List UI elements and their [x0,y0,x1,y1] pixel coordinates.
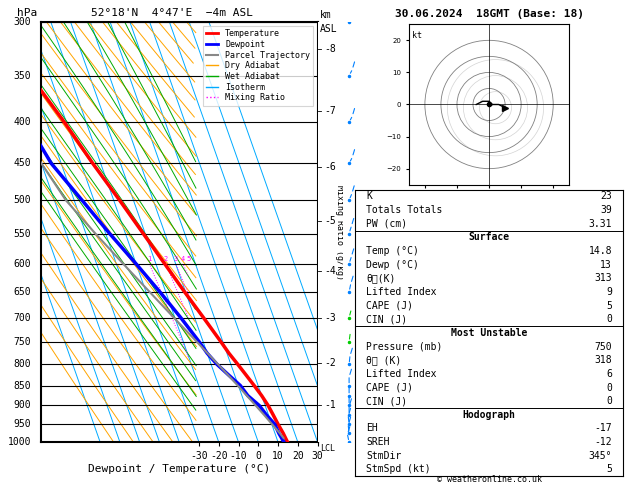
Legend: Temperature, Dewpoint, Parcel Trajectory, Dry Adiabat, Wet Adiabat, Isotherm, Mi: Temperature, Dewpoint, Parcel Trajectory… [203,26,313,105]
Text: 313: 313 [594,273,612,283]
Text: 950: 950 [14,419,31,429]
Text: -4: -4 [324,266,336,276]
Text: -2: -2 [324,358,336,367]
Text: -3: -3 [324,312,336,323]
Text: 900: 900 [14,400,31,411]
Text: 450: 450 [14,158,31,169]
Text: Hodograph: Hodograph [462,410,516,420]
Text: 500: 500 [14,195,31,205]
Text: 700: 700 [14,312,31,323]
Text: 400: 400 [14,117,31,127]
Text: Lifted Index: Lifted Index [366,369,437,379]
Text: Totals Totals: Totals Totals [366,205,442,215]
Text: -7: -7 [324,106,336,116]
Text: CIN (J): CIN (J) [366,314,407,324]
Text: 9: 9 [606,287,612,297]
Text: 800: 800 [14,359,31,369]
Text: km: km [320,10,332,20]
Text: 3.31: 3.31 [589,219,612,229]
Text: 13: 13 [600,260,612,270]
Text: 750: 750 [14,337,31,347]
Text: 650: 650 [14,287,31,297]
Text: SREH: SREH [366,437,389,447]
Text: 1000: 1000 [8,437,31,447]
Text: CAPE (J): CAPE (J) [366,301,413,311]
Text: PW (cm): PW (cm) [366,219,407,229]
Text: -6: -6 [324,162,336,173]
Text: © weatheronline.co.uk: © weatheronline.co.uk [437,474,542,484]
Text: 5: 5 [606,301,612,311]
Text: 52°18'N  4°47'E  −4m ASL: 52°18'N 4°47'E −4m ASL [91,8,253,17]
Text: Dewp (°C): Dewp (°C) [366,260,419,270]
Text: θᴀ (K): θᴀ (K) [366,355,401,365]
Text: 0: 0 [606,314,612,324]
Text: Most Unstable: Most Unstable [451,328,527,338]
Text: -5: -5 [324,216,336,226]
Text: 1: 1 [147,256,152,262]
Text: 39: 39 [600,205,612,215]
Text: Pressure (mb): Pressure (mb) [366,342,442,351]
Text: 30.06.2024  18GMT (Base: 18): 30.06.2024 18GMT (Base: 18) [394,9,584,19]
Text: 4: 4 [181,256,185,262]
Text: 0: 0 [606,396,612,406]
Text: 6: 6 [606,369,612,379]
Text: 2: 2 [164,256,168,262]
Text: Lifted Index: Lifted Index [366,287,437,297]
Text: Temp (°C): Temp (°C) [366,246,419,256]
Text: ASL: ASL [320,24,338,34]
Text: -17: -17 [594,423,612,434]
Text: Surface: Surface [469,232,509,243]
Text: 5: 5 [187,256,191,262]
Text: 350: 350 [14,70,31,81]
Text: 3: 3 [174,256,178,262]
Text: 600: 600 [14,259,31,269]
Text: StmSpd (kt): StmSpd (kt) [366,465,431,474]
Text: Mixing Ratio (g/kg): Mixing Ratio (g/kg) [335,185,343,279]
Text: 318: 318 [594,355,612,365]
Text: hPa: hPa [17,8,37,17]
Text: kt: kt [412,31,422,40]
X-axis label: Dewpoint / Temperature (°C): Dewpoint / Temperature (°C) [88,464,270,474]
Text: 5: 5 [606,465,612,474]
Text: 0: 0 [606,382,612,393]
Text: -8: -8 [324,44,336,54]
Text: 300: 300 [14,17,31,27]
Text: EH: EH [366,423,378,434]
Text: StmDir: StmDir [366,451,401,461]
Text: θᴀ(K): θᴀ(K) [366,273,396,283]
Text: CAPE (J): CAPE (J) [366,382,413,393]
Text: 550: 550 [14,228,31,239]
Text: 23: 23 [600,191,612,201]
Text: CIN (J): CIN (J) [366,396,407,406]
Text: 14.8: 14.8 [589,246,612,256]
Text: 750: 750 [594,342,612,351]
Text: 850: 850 [14,381,31,391]
Text: -12: -12 [594,437,612,447]
Text: LCL: LCL [320,444,335,453]
Text: -1: -1 [324,399,336,410]
Text: K: K [366,191,372,201]
Text: 345°: 345° [589,451,612,461]
